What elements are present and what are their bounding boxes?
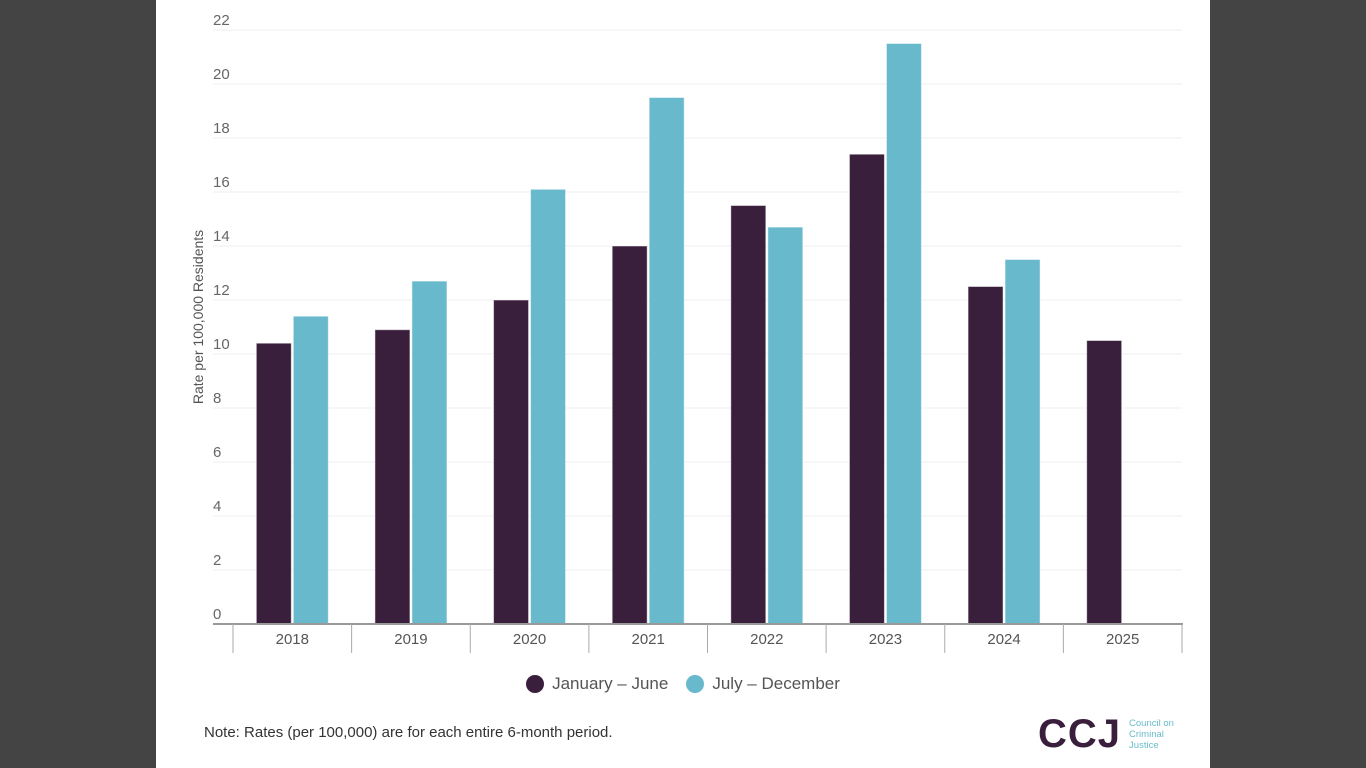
x-axis: 2018 2019 2020 2021 2022 2023 2024 2025 [213,623,1183,653]
bar-2019-jan-jun[interactable] [374,329,411,625]
chart-panel: 0 2 4 6 8 10 12 14 16 18 20 22 Rate per 100,000 Res… [156,0,1210,768]
y-tick-label: 0 [213,606,221,623]
legend: January – June July – December [156,674,1210,694]
logo-mark: CCJ [1038,712,1122,756]
y-tick-label: 4 [213,498,221,515]
x-tick-label: 2018 [276,631,309,648]
y-axis-label: Rate per 100,000 Residents [190,230,206,404]
x-tick-label: 2025 [1106,631,1139,648]
y-tick-label: 14 [213,228,230,245]
bar-2018-jan-jun[interactable] [255,342,292,625]
y-tick-label: 8 [213,390,221,407]
y-tick-label: 22 [213,12,230,29]
x-tick-label: 2023 [869,631,902,648]
bar-2023-jul-dec[interactable] [885,43,922,625]
y-tick-label: 6 [213,444,221,461]
x-tick-label: 2021 [632,631,665,648]
logo-text: Council on Criminal Justice [1129,718,1174,751]
logo-line-3: Justice [1129,739,1159,751]
y-tick-label: 20 [213,66,230,83]
legend-label-jul-dec: July – December [712,674,840,693]
footnote: Note: Rates (per 100,000) are for each e… [204,724,613,741]
bar-2025-jan-jun[interactable] [1086,340,1123,625]
bar-2020-jan-jun[interactable] [493,299,530,625]
bar-2019-jul-dec[interactable] [411,280,448,625]
bar-2020-jul-dec[interactable] [530,188,567,625]
y-tick-label: 12 [213,282,230,299]
x-tick-label: 2022 [750,631,783,648]
y-tick-label: 18 [213,120,230,137]
y-tick-label: 2 [213,552,221,569]
bar-2021-jan-jun[interactable] [611,245,648,625]
legend-item-jan-jun[interactable]: January – June [526,674,668,694]
bar-2022-jul-dec[interactable] [767,226,804,625]
bar-2024-jul-dec[interactable] [1004,259,1041,625]
bar-2021-jul-dec[interactable] [648,97,685,625]
bar-2022-jan-jun[interactable] [730,205,767,625]
legend-dot-jul-dec [686,675,705,693]
bars [255,43,1123,625]
x-tick-label: 2019 [394,631,427,648]
y-tick-label: 16 [213,174,230,191]
bar-2024-jan-jun[interactable] [967,286,1004,625]
x-tick-label: 2024 [987,631,1020,648]
ccj-logo: CCJ Council on Criminal Justice [1038,714,1174,754]
x-tick-label: 2020 [513,631,546,648]
y-axis-ticks: 0 2 4 6 8 10 12 14 16 18 20 22 [213,12,230,623]
bar-2023-jan-jun[interactable] [848,153,885,625]
legend-item-jul-dec[interactable]: July – December [686,674,840,694]
legend-label-jan-jun: January – June [552,674,669,693]
y-tick-label: 10 [213,336,230,353]
bar-2018-jul-dec[interactable] [292,315,329,625]
logo-line-1: Council on [1129,717,1174,729]
legend-dot-jan-jun [526,675,545,693]
logo-line-2: Criminal [1129,728,1164,740]
